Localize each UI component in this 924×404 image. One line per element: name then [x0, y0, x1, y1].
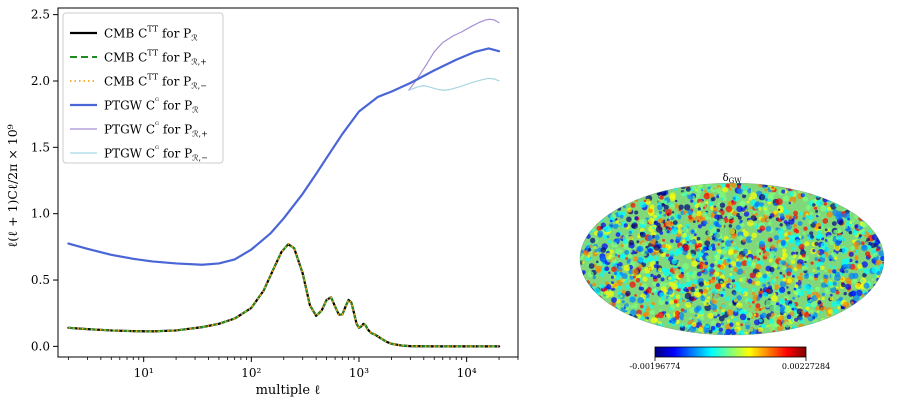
y-axis-ticks: 0.0 0.5 1.0 1.5 2.0 2.5	[31, 8, 58, 353]
y-tick-label: 1.5	[31, 140, 50, 154]
x-axis-ticks: 10¹ 10² 10³ 10⁴	[68, 357, 519, 380]
map-image	[580, 183, 884, 335]
plot-frame	[57, 7, 519, 358]
line-chart: 10¹ 10² 10³ 10⁴ 0.0 0.5 1.0 1.5 2.0 2.5 multiple…	[5, 7, 519, 398]
x-tick-label: 10⁴	[457, 366, 477, 380]
sky-map: δGW -0.00196774 0.00227284	[579, 173, 885, 371]
x-tick-label: 10³	[349, 366, 369, 380]
y-tick-label: 0.0	[31, 339, 50, 353]
series-line	[67, 47, 501, 266]
colorbar	[654, 346, 807, 358]
y-tick-label: 1.0	[31, 207, 50, 221]
series-line	[68, 243, 500, 348]
colorbar-max-label: 0.00227284	[782, 362, 830, 371]
y-axis-label: ℓ(ℓ + 1)Cℓ/2π × 10⁹	[5, 124, 20, 247]
series-layer	[67, 18, 501, 348]
colorbar-min-label: -0.00196774	[629, 362, 680, 371]
legend-entry-label: CMB CTT for Pℛ	[104, 25, 198, 43]
legend-frame	[62, 12, 224, 164]
legend-entry-label: CMB CTT for Pℛ,−	[104, 73, 207, 91]
y-tick-label: 0.5	[31, 273, 50, 287]
y-tick-label: 2.5	[31, 8, 50, 22]
legend: CMB CTT for Pℛ CMB CTT for Pℛ,+ CMB CTT fo…	[62, 12, 224, 164]
legend-entry-label: CMB CTT for Pℛ,+	[104, 49, 207, 67]
x-axis-label: multiple ℓ	[256, 383, 321, 398]
x-tick-label: 10²	[241, 366, 261, 380]
map-title: δGW	[723, 173, 743, 185]
series-line	[408, 18, 500, 91]
y-tick-label: 2.0	[31, 74, 50, 88]
legend-entry-label: PTGW Cᴳ for Pℛ,−	[104, 145, 208, 163]
legend-entry-label: PTGW Cᴳ for Pℛ	[104, 97, 199, 115]
series-line	[408, 77, 500, 91]
x-tick-label: 10¹	[134, 366, 154, 380]
map-outline	[579, 182, 885, 336]
legend-entry-label: PTGW Cᴳ for Pℛ,+	[104, 121, 208, 139]
